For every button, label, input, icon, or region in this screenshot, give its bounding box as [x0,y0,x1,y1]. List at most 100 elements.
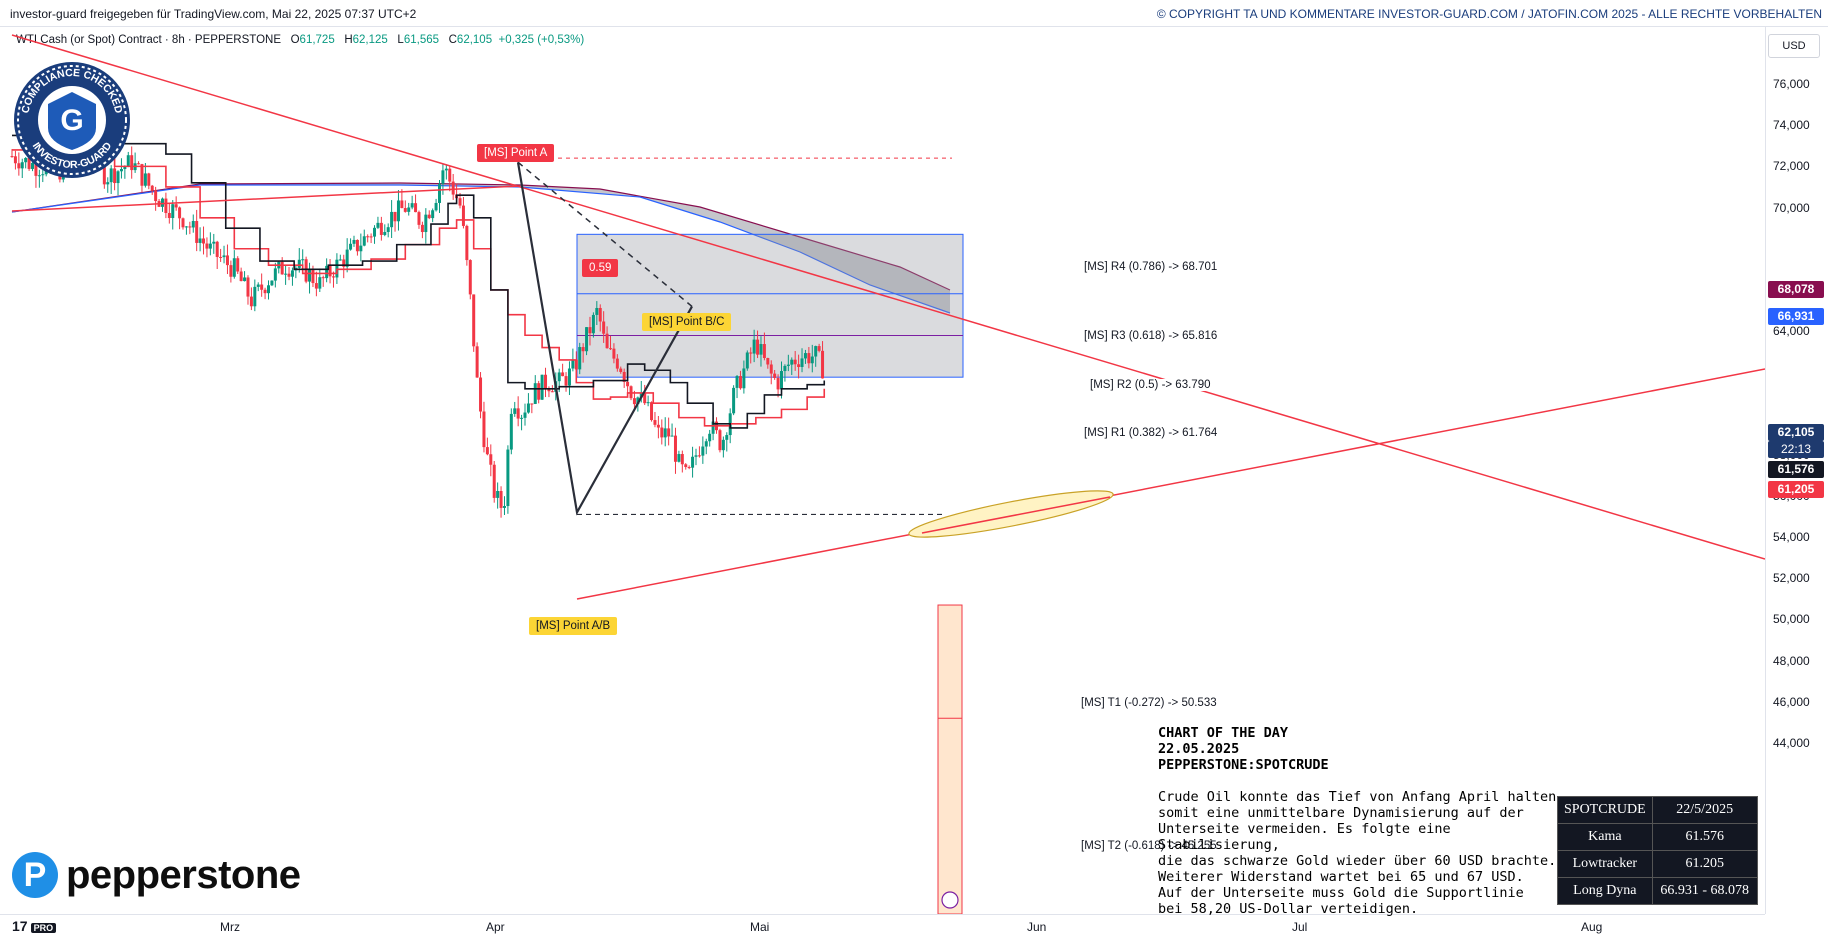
candlestick [615,354,619,372]
symbol-legend[interactable]: WTI Cash (or Spot) Contract · 8h · PEPPE… [16,34,584,46]
candlestick [396,189,400,231]
change-value: +0,325 (+0,53%) [498,34,585,46]
copyright-notice: © COPYRIGHT TA UND KOMMENTARE INVESTOR-G… [1156,7,1822,21]
high-label: H [344,34,353,46]
candlestick [178,206,182,230]
candlestick [249,287,253,311]
candlestick [769,360,773,385]
candlestick [578,342,582,375]
candlestick [540,374,544,400]
candlestick [673,427,677,474]
r1-label: [MS] R1 (0.382) -> 61.764 [1084,427,1218,439]
candlestick [694,448,698,466]
candlestick [314,271,318,297]
price-axis[interactable] [1765,27,1828,914]
candlestick [243,271,247,282]
candlestick [434,198,438,212]
candlestick [191,214,195,233]
pro-badge: PRO [30,923,57,933]
candlestick [263,287,267,300]
last-price-label: 62,105 [1768,424,1824,441]
candlestick [632,390,636,409]
point-ab-tag[interactable]: [MS] Point A/B [529,617,618,635]
candlestick [438,179,441,214]
price-tick: 54,000 [1773,530,1810,545]
candlestick [776,374,780,398]
candlestick [687,465,691,470]
candlestick [427,210,431,220]
candlestick [680,450,684,473]
point-a-tag[interactable]: [MS] Point A [477,144,555,162]
candlestick [119,158,123,179]
candlestick [410,195,414,210]
candlestick [273,262,277,288]
candlestick [749,347,753,364]
projection-dashed-line [517,161,693,307]
candlestick [253,279,257,312]
ratio-tag[interactable]: 0.59 [582,259,619,277]
kama-label: 61,576 [1768,461,1824,478]
price-chart[interactable] [0,27,1765,914]
candlestick [602,311,606,343]
candlestick [499,486,503,518]
candlestick [321,275,325,287]
r4-label: [MS] R4 (0.786) -> 68.701 [1084,261,1218,273]
candlestick [742,360,746,394]
time-tick: Mrz [220,920,240,934]
candlestick [188,221,192,235]
candlestick [349,238,353,251]
long-dyna-lower-label: 66,931 [1768,308,1824,325]
candlesticks [10,138,825,518]
price-tick: 50,000 [1773,612,1810,627]
price-tick: 64,000 [1773,324,1810,339]
candlestick [790,357,794,376]
symbol-title: WTI Cash (or Spot) Contract · 8h · PEPPE… [16,34,281,46]
table-row: SPOTCRUDE 22/5/2025 [1557,796,1758,824]
candlestick [667,417,671,446]
lowtracker-label: 61,205 [1768,481,1824,498]
candlestick [157,199,161,207]
candlestick [113,163,117,191]
candlestick [663,417,667,447]
candlestick [212,233,216,254]
time-axis[interactable]: Mrz Apr Mai Jun Jul Aug [0,914,1765,938]
candlestick [20,158,24,179]
candlestick [762,332,766,361]
price-tick: 74,000 [1773,118,1810,133]
commentary-title: CHART OF THE DAY [1158,725,1289,741]
candlestick [814,345,818,367]
point-bc-tag[interactable]: [MS] Point B/C [642,313,732,331]
candlestick [366,234,370,243]
candlestick [547,386,551,398]
candlestick [202,226,206,255]
candlestick [167,203,171,224]
table-row: Long Dyna 66.931 - 68.078 [1557,877,1758,905]
table-cell: Kama [1557,823,1653,851]
time-tick: Aug [1581,920,1603,934]
price-tick: 72,000 [1773,159,1810,174]
candlestick [619,366,623,374]
candlestick [338,254,342,261]
candlestick [362,229,366,247]
tradingview-logo[interactable]: 17 PRO [12,918,57,934]
candlestick [246,275,250,305]
candlestick [786,354,790,372]
candlestick [650,401,654,422]
candlestick [407,202,411,216]
candlestick [328,259,332,284]
table-cell: Long Dyna [1557,877,1653,905]
candlestick [684,463,688,470]
long-dyna-upper-label: 68,078 [1768,281,1824,298]
candlestick [612,343,616,364]
currency-button[interactable]: USD [1768,34,1820,58]
candlestick [417,210,421,229]
candlestick [513,401,517,417]
upper-channel-line [11,185,521,212]
candlestick [718,428,722,453]
candlestick [420,221,424,239]
table-row: Kama 61.576 [1557,823,1758,851]
abc-pattern-line [516,162,693,516]
candlestick [184,226,188,235]
candlestick [530,403,534,414]
candlestick [130,146,134,179]
